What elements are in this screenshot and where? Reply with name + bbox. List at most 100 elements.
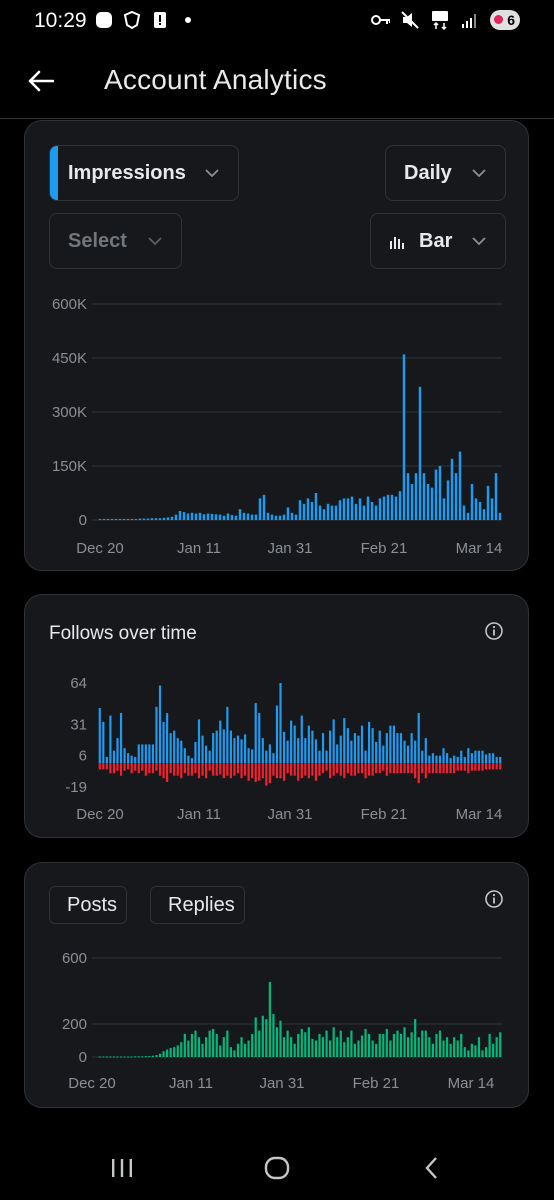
- bar: [484, 1047, 488, 1057]
- bar: [494, 473, 498, 520]
- bar: [208, 750, 211, 764]
- bar: [329, 763, 332, 779]
- y-tick-label: 6: [79, 748, 87, 765]
- info-icon[interactable]: [484, 621, 504, 641]
- back-button[interactable]: [22, 62, 60, 100]
- y-tick-label: 150K: [52, 458, 87, 475]
- bar: [158, 518, 162, 520]
- y-tick-label: 0: [79, 1049, 87, 1066]
- bar: [456, 763, 459, 771]
- bar: [214, 514, 218, 520]
- bar: [442, 748, 445, 764]
- bar: [226, 763, 229, 776]
- bar: [477, 1037, 481, 1057]
- bar: [118, 518, 122, 520]
- bar: [368, 721, 371, 764]
- status-bar: 10:29 6: [0, 0, 554, 44]
- metric-color-swatch: [50, 146, 58, 200]
- bar: [421, 750, 424, 764]
- bar: [275, 763, 279, 779]
- bar: [170, 516, 174, 520]
- bar: [460, 763, 463, 771]
- bar: [382, 745, 385, 764]
- bar: [109, 715, 112, 764]
- bar: [169, 733, 172, 764]
- bar: [279, 1020, 282, 1057]
- bar: [183, 748, 186, 764]
- compare-dropdown[interactable]: Select: [49, 213, 182, 269]
- bar: [151, 744, 155, 764]
- bar: [201, 763, 204, 776]
- bar: [488, 1033, 491, 1057]
- legend-replies-label: Replies: [168, 893, 235, 916]
- bar: [329, 1040, 332, 1057]
- bar: [123, 1056, 126, 1058]
- bar: [428, 1037, 431, 1057]
- x-tick-label: Jan 31: [267, 540, 312, 557]
- home-button[interactable]: [257, 1148, 297, 1188]
- bar: [286, 763, 289, 774]
- chart-type-dropdown[interactable]: Bar: [370, 213, 506, 269]
- bar: [336, 744, 339, 764]
- bar-chart-icon: [390, 237, 404, 249]
- period-dropdown[interactable]: Daily: [385, 145, 506, 201]
- bar: [229, 763, 232, 779]
- bar: [254, 1017, 257, 1057]
- bar: [233, 738, 236, 764]
- bar: [304, 1032, 307, 1057]
- bar: [467, 763, 470, 774]
- bar: [445, 753, 449, 764]
- bar: [190, 512, 194, 520]
- bar: [298, 500, 302, 520]
- bar: [332, 719, 335, 764]
- bar: [311, 763, 314, 776]
- bar: [370, 502, 374, 520]
- legend-replies-toggle[interactable]: Replies: [150, 886, 245, 924]
- bar: [421, 1030, 424, 1057]
- recent-apps-button[interactable]: [102, 1148, 142, 1188]
- bar: [346, 1037, 349, 1057]
- bar: [435, 755, 438, 764]
- bar: [438, 466, 442, 520]
- bar: [438, 763, 442, 774]
- bar: [112, 1056, 116, 1058]
- bar: [350, 1030, 353, 1057]
- bar: [187, 1040, 190, 1057]
- bar: [261, 763, 264, 779]
- bar: [109, 763, 112, 774]
- info-icon[interactable]: [484, 889, 504, 909]
- bar: [399, 733, 403, 764]
- bar: [442, 1040, 445, 1057]
- back-nav-button[interactable]: [412, 1148, 452, 1188]
- bar: [453, 763, 456, 774]
- bar: [318, 763, 321, 776]
- bar: [254, 763, 257, 782]
- bar: [183, 763, 186, 774]
- bar: [180, 763, 183, 779]
- follows-chart: -19 6 31 64 Dec 20 Jan 11 Jan 31 Feb 21 Mar 14: [65, 675, 502, 823]
- bar: [438, 755, 442, 764]
- bar: [453, 1037, 456, 1057]
- metric-dropdown[interactable]: Impressions: [49, 145, 239, 201]
- bar: [272, 1014, 275, 1057]
- bar: [339, 1030, 342, 1057]
- bar: [470, 484, 474, 520]
- bar: [414, 1019, 417, 1057]
- bar: [266, 512, 270, 520]
- bar: [474, 750, 477, 764]
- bar: [183, 1033, 186, 1057]
- chevron-down-icon: [148, 237, 162, 246]
- bar: [106, 518, 110, 520]
- bar: [130, 1056, 133, 1058]
- bar: [242, 512, 246, 520]
- bar: [173, 730, 176, 764]
- bar: [123, 763, 126, 771]
- system-nav-bar: [0, 1130, 554, 1200]
- bar: [422, 473, 426, 520]
- bar: [330, 505, 334, 520]
- bar: [360, 1035, 364, 1057]
- bar: [268, 744, 271, 764]
- bar: [102, 721, 105, 764]
- bar: [169, 763, 172, 774]
- legend-posts-toggle[interactable]: Posts: [49, 886, 127, 924]
